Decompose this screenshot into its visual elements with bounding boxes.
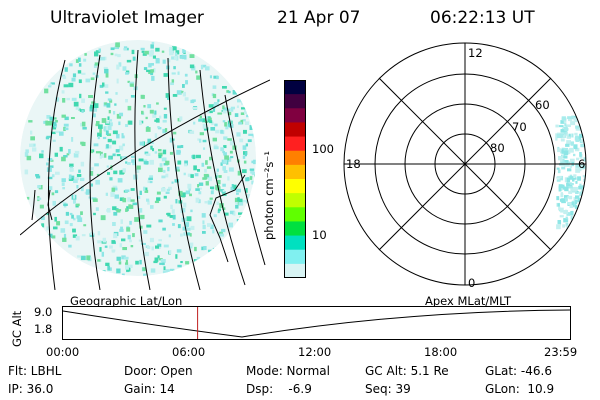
timeline-x-tick-1800: 18:00 xyxy=(424,345,458,359)
colorbar-tick-10: 10 xyxy=(312,228,327,242)
coastline xyxy=(47,174,246,263)
instrument-title: Ultraviolet Imager xyxy=(50,8,204,28)
timeline-y-tick-bottom: 1.8 xyxy=(34,322,53,336)
info-glat: GLat: -46.6 xyxy=(485,364,552,378)
mlt-label-6: 6 xyxy=(578,157,586,171)
lat-label-70: 70 xyxy=(512,120,527,134)
info-door: Door: Open xyxy=(124,364,193,378)
timeline-x-tick-0000: 00:00 xyxy=(46,345,80,359)
info-ip: IP: 36.0 xyxy=(8,382,54,396)
polar-diagonal-2 xyxy=(378,77,552,251)
mlt-label-0: 0 xyxy=(468,276,476,290)
colorbar-unit-label: photon cm⁻²s⁻¹ xyxy=(262,151,276,240)
polar-aurora-speckle xyxy=(555,115,586,230)
info-dsp: Dsp: -6.9 xyxy=(246,382,312,396)
colorbar-tick-100: 100 xyxy=(312,142,334,156)
lat-label-80: 80 xyxy=(490,141,505,155)
info-gc-alt: GC Alt: 5.1 Re xyxy=(365,364,449,378)
mlt-label-18: 18 xyxy=(346,157,361,171)
info-filter: Flt: LBHL xyxy=(8,364,62,378)
mlt-label-12: 12 xyxy=(468,46,483,60)
geographic-label: Geographic Lat/Lon xyxy=(70,294,183,308)
info-seq: Seq: 39 xyxy=(365,382,411,396)
date-label: 21 Apr 07 xyxy=(277,8,361,28)
time-label: 06:22:13 UT xyxy=(430,8,535,28)
info-mode: Mode: Normal xyxy=(246,364,330,378)
timeline-y-title: GC Alt xyxy=(10,310,24,347)
apex-label: Apex MLat/MLT xyxy=(425,294,512,308)
timeline-x-tick-0600: 06:00 xyxy=(172,345,206,359)
aurora-speckle xyxy=(24,42,256,276)
polar-plot xyxy=(343,42,587,286)
info-gain: Gain: 14 xyxy=(124,382,175,396)
timeline-y-tick-top: 9.0 xyxy=(34,305,53,319)
geographic-image xyxy=(20,40,270,290)
timeline-x-tick-2359: 23:59 xyxy=(544,345,578,359)
timeline-x-tick-1200: 12:00 xyxy=(298,345,332,359)
altitude-curve xyxy=(62,309,571,338)
lat-lon-grid xyxy=(20,49,270,290)
colorbar xyxy=(284,80,306,278)
info-glon: GLon: 10.9 xyxy=(485,382,555,396)
lat-label-60: 60 xyxy=(535,98,550,112)
altitude-timeline[interactable] xyxy=(62,306,572,341)
